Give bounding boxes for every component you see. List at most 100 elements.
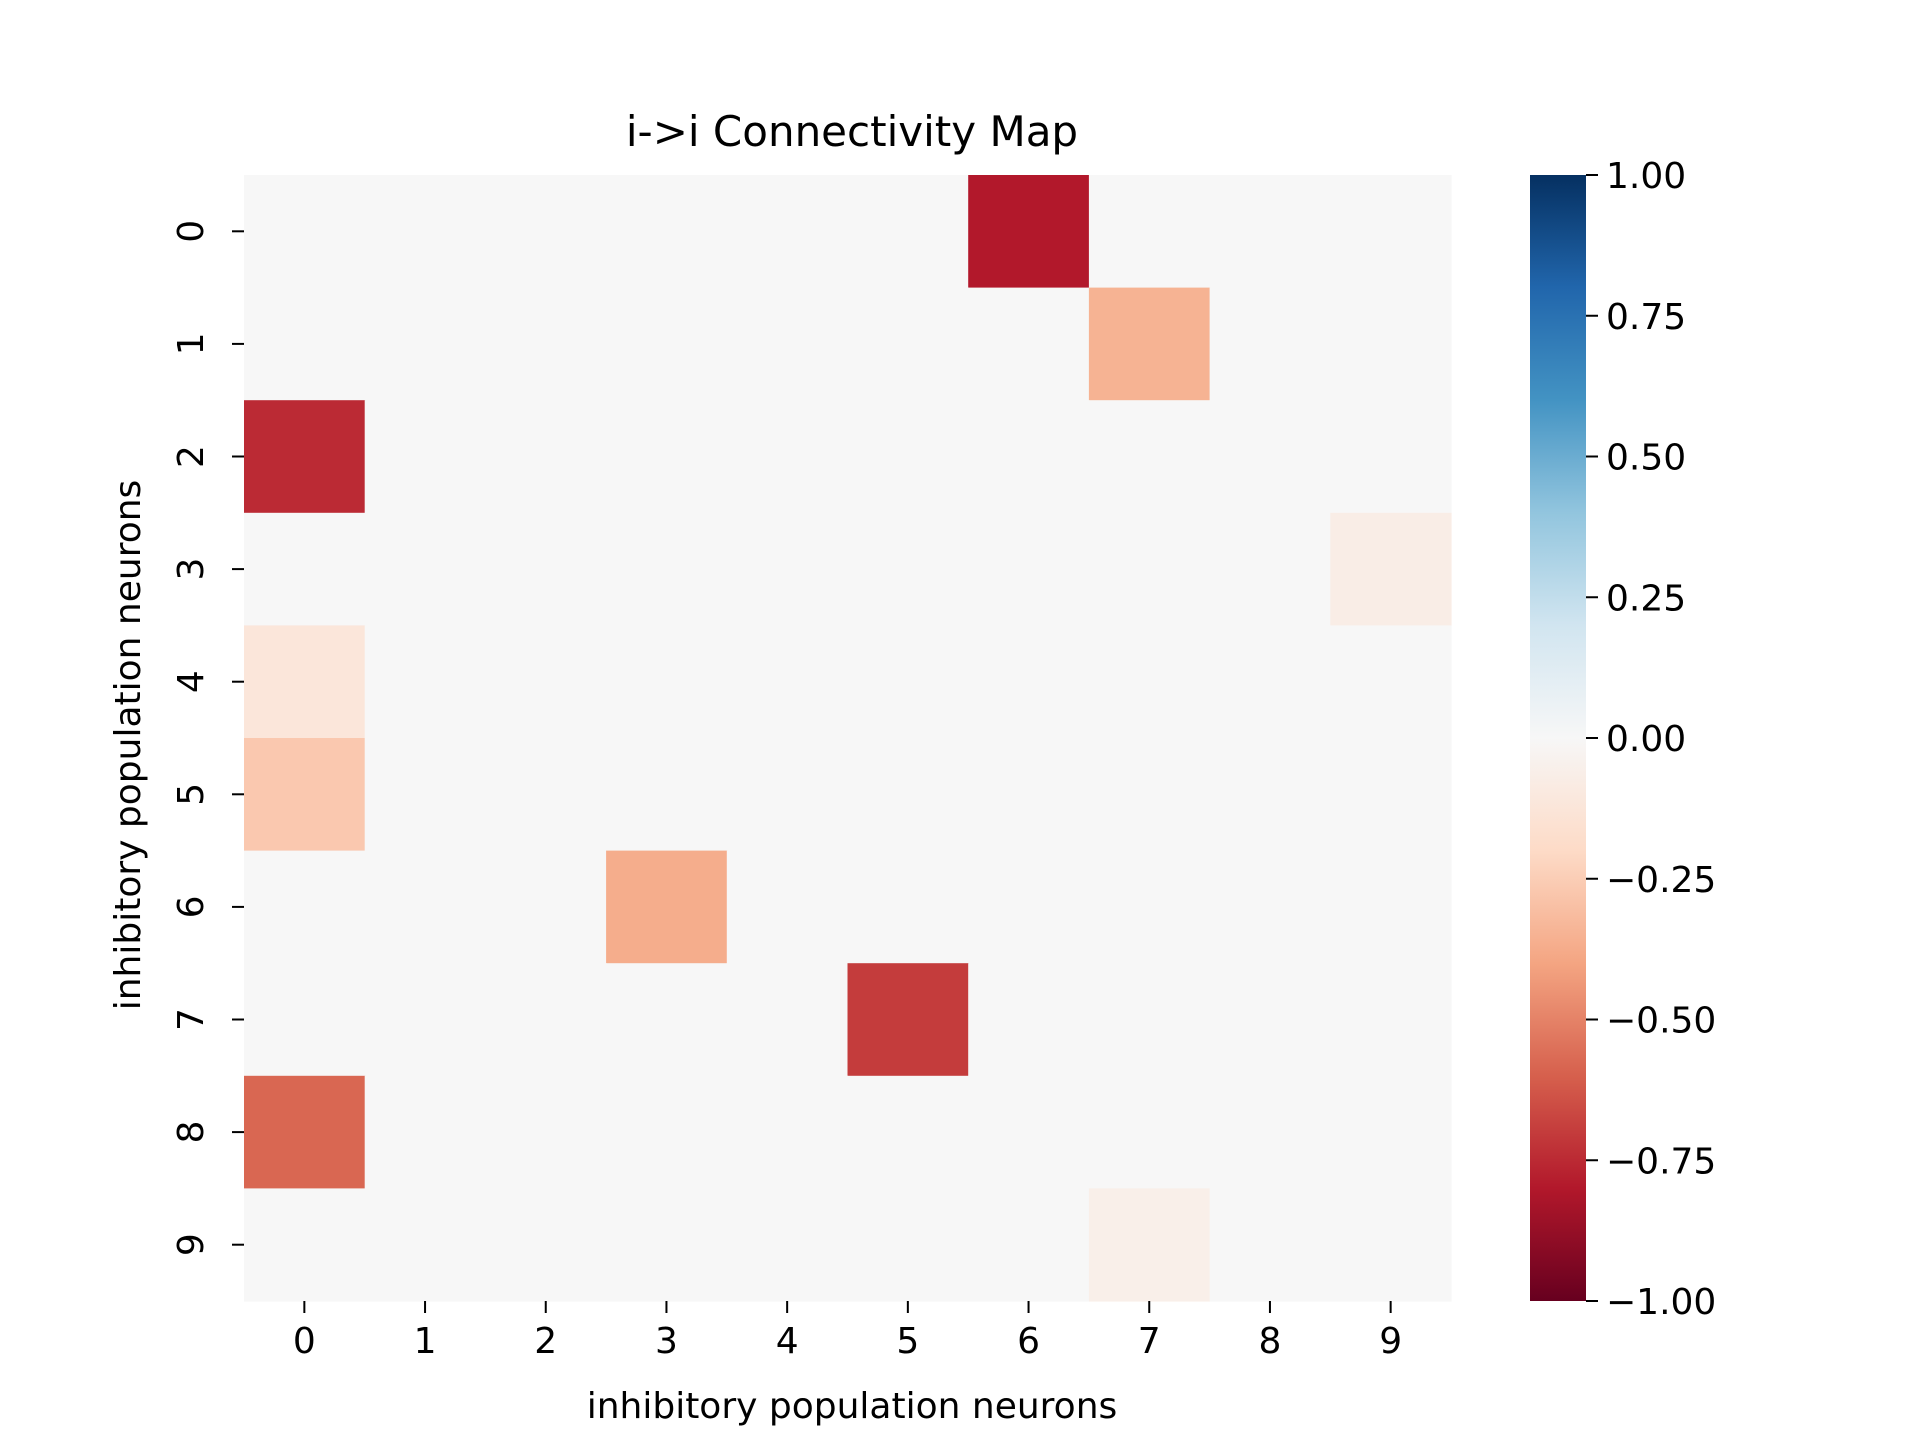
heatmap-cell-3-9 [1330,512,1452,626]
heatmap-cell-2-3 [606,400,728,514]
heatmap-cell-1-8 [1209,287,1331,401]
heatmap-cell-5-7 [1088,738,1211,852]
heatmap-cell-9-1 [364,1188,486,1302]
heatmap-cell-9-0 [244,1188,366,1302]
x-tick-label: 3 [655,1321,678,1362]
heatmap-cell-6-7 [1088,850,1211,964]
colorbar-tick-label: −1.00 [1606,1282,1716,1323]
heatmap-cell-1-4 [726,287,849,401]
heatmap-cell-0-7 [1088,175,1211,289]
heatmap-cell-3-5 [847,512,969,626]
heatmap-cell-7-9 [1330,963,1452,1077]
heatmap-cell-4-3 [606,625,728,739]
heatmap-cell-4-6 [968,625,1090,739]
heatmap-cell-1-2 [485,287,607,401]
heatmap-cell-8-3 [606,1075,728,1189]
colorbar-tick-label: 0.50 [1606,438,1686,479]
x-tick-label: 8 [1258,1321,1281,1362]
heatmap-cell-7-2 [485,963,607,1077]
heatmap-cell-2-2 [485,400,607,514]
heatmap-cell-9-9 [1330,1188,1452,1302]
heatmap-cell-8-1 [364,1075,486,1189]
heatmap-cell-5-5 [847,738,969,852]
heatmap-cell-4-7 [1088,625,1211,739]
heatmap-cell-5-9 [1330,738,1452,852]
heatmap-cell-3-1 [364,512,486,626]
heatmap-cell-0-9 [1330,175,1452,289]
heatmap-cell-2-0 [244,400,366,514]
heatmap-cell-6-5 [847,850,969,964]
heatmap-cell-6-8 [1209,850,1331,964]
x-tick-label: 4 [776,1321,799,1362]
heatmap-cell-2-1 [364,400,486,514]
heatmap-cell-7-6 [968,963,1090,1077]
x-tick-label: 9 [1379,1321,1402,1362]
heatmap-cell-9-5 [847,1188,969,1302]
heatmap-cell-4-8 [1209,625,1331,739]
heatmap-cells [244,175,1452,1302]
heatmap-cell-9-7 [1088,1188,1211,1302]
heatmap-cell-7-1 [364,963,486,1077]
heatmap-cell-9-8 [1209,1188,1331,1302]
heatmap-cell-7-7 [1088,963,1211,1077]
heatmap-cell-3-0 [244,512,366,626]
colorbar-tick-label: −0.50 [1606,1001,1716,1042]
heatmap-cell-9-6 [968,1188,1090,1302]
heatmap-cell-0-2 [485,175,607,289]
colorbar-tick-label: 0.00 [1606,719,1686,760]
y-tick-label: 8 [171,1121,212,1144]
heatmap-cell-3-6 [968,512,1090,626]
y-tick-label: 6 [171,895,212,918]
heatmap-cell-7-0 [244,963,366,1077]
x-tick-label: 1 [414,1321,437,1362]
colorbar-tick-label: 0.25 [1606,578,1686,619]
colorbar-tick-label: −0.25 [1606,860,1716,901]
heatmap-cell-8-6 [968,1075,1090,1189]
heatmap-cell-0-0 [244,175,366,289]
heatmap-cell-3-4 [726,512,849,626]
heatmap-cell-1-5 [847,287,969,401]
y-tick-label: 5 [171,783,212,806]
x-tick-label: 2 [534,1321,557,1362]
heatmap-cell-4-9 [1330,625,1452,739]
heatmap-cell-8-5 [847,1075,969,1189]
heatmap-cell-7-3 [606,963,728,1077]
heatmap-cell-5-2 [485,738,607,852]
heatmap-cell-9-2 [485,1188,607,1302]
x-tick-label: 5 [896,1321,919,1362]
heatmap-cell-8-4 [726,1075,849,1189]
heatmap-cell-8-7 [1088,1075,1211,1189]
heatmap-cell-6-6 [968,850,1090,964]
y-tick-label: 0 [171,220,212,243]
heatmap-cell-8-2 [485,1075,607,1189]
heatmap-cell-5-3 [606,738,728,852]
heatmap-cell-4-2 [485,625,607,739]
heatmap-cell-4-4 [726,625,849,739]
heatmap-cell-2-6 [968,400,1090,514]
heatmap-cell-0-4 [726,175,849,289]
colorbar-tick-label: −0.75 [1606,1141,1716,1182]
y-tick-label: 4 [171,670,212,693]
heatmap-cell-5-8 [1209,738,1331,852]
heatmap-cell-0-8 [1209,175,1331,289]
heatmap-cell-2-7 [1088,400,1211,514]
heatmap-cell-1-9 [1330,287,1452,401]
heatmap-cell-5-0 [244,738,366,852]
heatmap-cell-0-5 [847,175,969,289]
y-tick-label: 9 [171,1233,212,1256]
heatmap-cell-3-7 [1088,512,1211,626]
heatmap-cell-6-9 [1330,850,1452,964]
heatmap-cell-2-8 [1209,400,1331,514]
heatmap-cell-6-1 [364,850,486,964]
heatmap-cell-3-2 [485,512,607,626]
heatmap-cell-6-4 [726,850,849,964]
x-tick-label: 0 [293,1321,316,1362]
heatmap-cell-2-4 [726,400,849,514]
colorbar-tick-label: 0.75 [1606,297,1686,338]
colorbar [1530,175,1586,1301]
heatmap-cell-5-4 [726,738,849,852]
colorbar-tick-label: 1.00 [1606,156,1686,197]
heatmap-cell-5-1 [364,738,486,852]
y-axis-ticks: 0 1 2 3 4 5 6 7 8 9 [171,220,244,1256]
